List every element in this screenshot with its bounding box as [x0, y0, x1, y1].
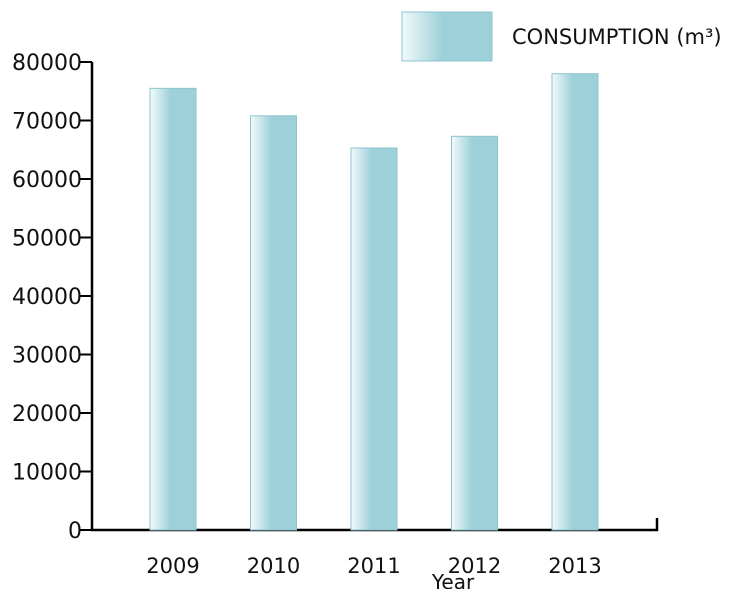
y-tick-label: 40000 [12, 285, 82, 310]
y-tick-label: 80000 [12, 51, 82, 76]
bar-2011 [350, 147, 398, 531]
y-tick-label: 10000 [12, 461, 82, 486]
bar-2010 [250, 115, 297, 531]
legend: CONSUMPTION (m³) [401, 11, 722, 62]
bar-2012 [451, 135, 498, 531]
bar-2013 [551, 73, 599, 531]
x-tick-label: 2009 [146, 554, 199, 578]
x-tick-label: 2013 [548, 554, 601, 578]
y-tick-label: 20000 [12, 402, 82, 427]
y-tick-label: 0 [68, 519, 82, 544]
y-tick-label: 60000 [12, 168, 82, 193]
x-tick-label: 2010 [247, 554, 300, 578]
y-axis-ticks: 0 10000 20000 30000 40000 50000 60000 70000 8000… [12, 51, 92, 544]
x-axis-labels: 2009 2010 2011 2012 2013 [146, 554, 601, 578]
bar-2009 [149, 87, 197, 531]
x-tick-label: 2012 [448, 554, 501, 578]
x-tick-label: 2011 [347, 554, 400, 578]
y-tick-label: 50000 [12, 227, 82, 252]
bars [149, 73, 599, 531]
legend-label: CONSUMPTION (m³) [512, 25, 722, 49]
legend-swatch [401, 11, 493, 62]
x-axis-title: Year [431, 570, 475, 589]
y-tick-label: 70000 [12, 110, 82, 135]
y-tick-label: 30000 [12, 344, 82, 369]
